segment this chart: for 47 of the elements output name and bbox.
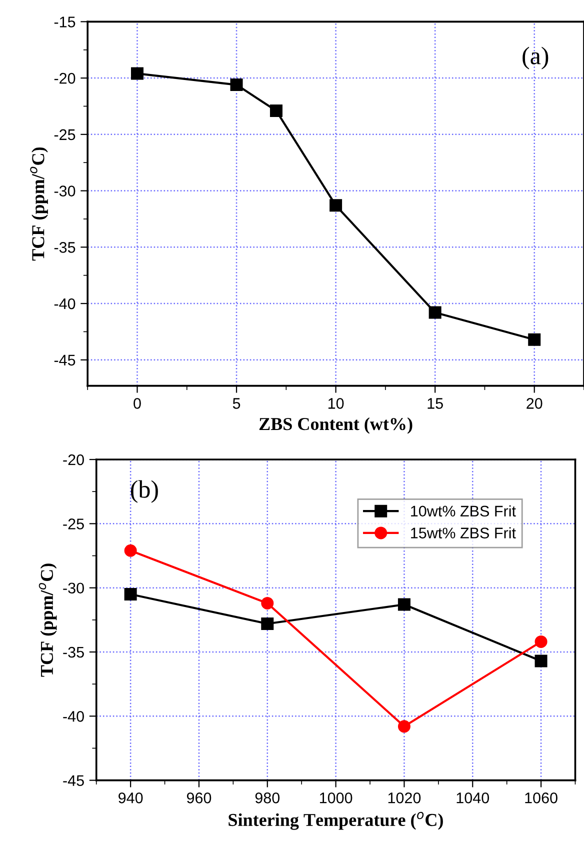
y-tick-label: -20 — [63, 454, 84, 466]
point — [124, 588, 137, 600]
y-axis-title: TCF (ppm/$^{o}$C) — [38, 564, 57, 677]
y-tick-label: -40 — [54, 298, 76, 310]
point — [261, 596, 274, 610]
x-tick-label: 1040 — [456, 792, 490, 804]
y-tick-label: -35 — [54, 242, 76, 253]
x-tick-label: 20 — [526, 398, 542, 409]
x-tick-label: 1060 — [525, 792, 558, 804]
point — [534, 635, 548, 648]
legend-label: 10wt% ZBS Frit — [411, 505, 516, 517]
y-tick-label: -25 — [63, 518, 84, 530]
point — [534, 654, 548, 668]
point — [270, 104, 282, 117]
x-tick-label: 10 — [328, 398, 344, 409]
y-tick-label: -30 — [54, 186, 76, 196]
point — [230, 78, 243, 92]
x-tick-label: 940 — [118, 792, 143, 804]
y-tick-label: -45 — [54, 354, 76, 366]
point — [130, 67, 144, 80]
point — [330, 199, 342, 212]
x-axis-title: ZBS Content (wt%) — [259, 417, 412, 434]
x-tick-label: 5 — [232, 398, 240, 409]
y-tick-label: -40 — [63, 711, 84, 722]
y-tick-label: -35 — [63, 646, 84, 658]
x-tick-label: 15 — [428, 398, 443, 409]
point — [428, 306, 442, 319]
annotation: (a) — [522, 46, 548, 70]
x-tick-label: 1000 — [320, 792, 352, 804]
point — [528, 333, 541, 346]
x-tick-label: 0 — [134, 398, 141, 409]
point — [398, 598, 410, 611]
point — [261, 618, 274, 630]
y-axis-title: TCF (ppm/$^{o}$C) — [30, 147, 48, 261]
point — [398, 720, 410, 733]
y-tick-label: -45 — [63, 775, 84, 786]
annotation: (b) — [130, 480, 158, 503]
point — [124, 544, 137, 557]
x-tick-label: 980 — [255, 792, 280, 804]
y-tick-label: -25 — [54, 129, 76, 140]
x-axis-title: Sintering Temperature ($^{o}$C) — [228, 812, 443, 830]
y-tick-label: -15 — [54, 16, 76, 28]
y-tick-label: -30 — [63, 582, 84, 594]
x-tick-label: 960 — [186, 792, 212, 804]
x-tick-label: 1020 — [388, 792, 421, 804]
y-tick-label: -20 — [54, 72, 76, 84]
legend-label: 15wt% ZBS Frit — [411, 527, 516, 538]
